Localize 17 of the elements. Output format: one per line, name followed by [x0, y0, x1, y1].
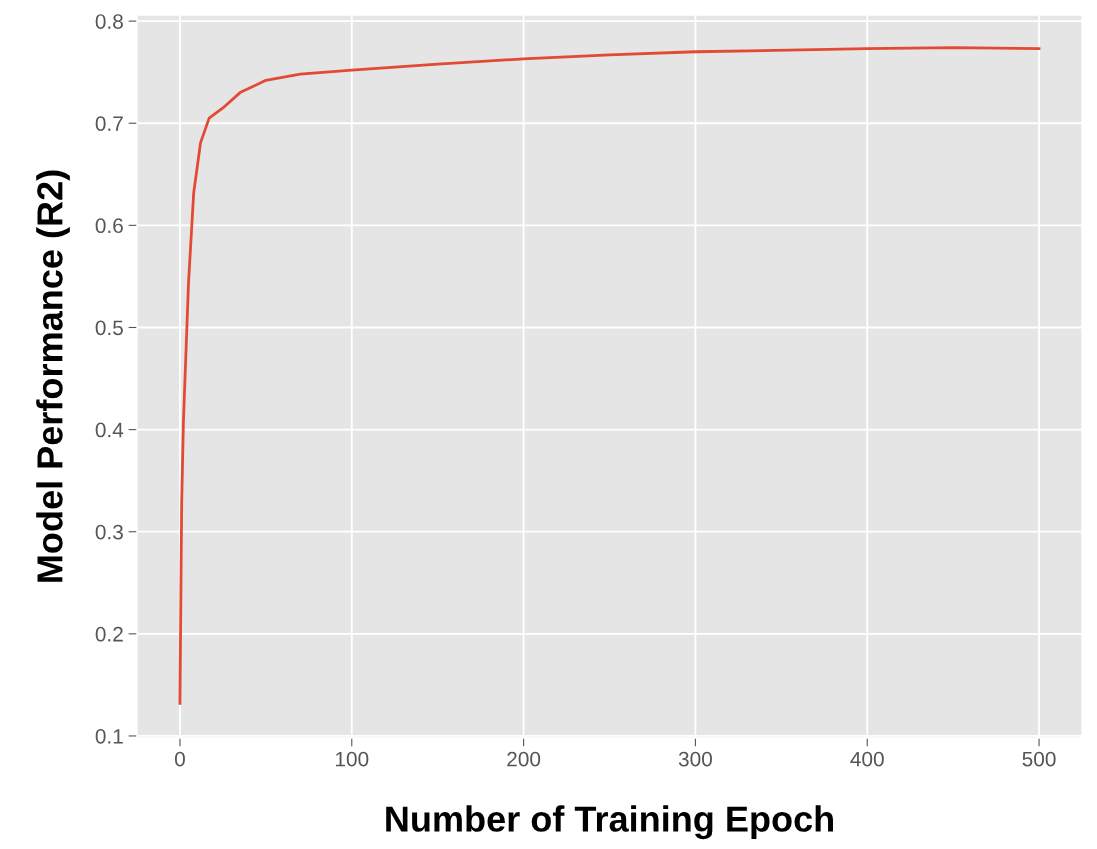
x-tick-label: 400 [850, 751, 884, 767]
y-tick-label: 0.7 [95, 116, 123, 131]
y-tick-label: 0.5 [95, 320, 123, 336]
x-tick-label: 0 [174, 751, 185, 767]
y-tick-label: 0.4 [95, 422, 124, 438]
line-series [178, 46, 1041, 705]
x-axis-title: Number of Training Epoch [386, 805, 833, 840]
x-tick-label: 100 [335, 751, 369, 767]
x-tick-label: 500 [1022, 751, 1056, 767]
y-tick-label: 0.3 [95, 524, 123, 540]
y-tick-label: 0.2 [95, 626, 123, 642]
y-tick-label: 0.6 [95, 218, 123, 234]
x-tick-label: 300 [678, 751, 712, 767]
y-tick-label: 0.1 [95, 728, 123, 744]
x-tick-label: 200 [507, 751, 541, 767]
y-tick-label: 0.8 [95, 14, 123, 29]
y-axis-title: Model Performance (R2) [36, 170, 70, 582]
